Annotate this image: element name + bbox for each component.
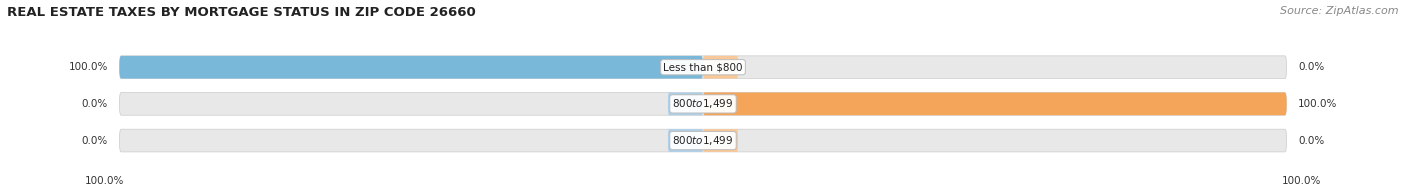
FancyBboxPatch shape (120, 129, 1286, 152)
FancyBboxPatch shape (668, 129, 703, 152)
Text: 100.0%: 100.0% (1298, 99, 1337, 109)
FancyBboxPatch shape (120, 56, 1286, 79)
Text: REAL ESTATE TAXES BY MORTGAGE STATUS IN ZIP CODE 26660: REAL ESTATE TAXES BY MORTGAGE STATUS IN … (7, 6, 475, 19)
Text: 100.0%: 100.0% (84, 176, 124, 186)
Text: 0.0%: 0.0% (82, 136, 108, 146)
Text: 0.0%: 0.0% (1298, 62, 1324, 72)
Text: 100.0%: 100.0% (69, 62, 108, 72)
Text: 0.0%: 0.0% (1298, 136, 1324, 146)
FancyBboxPatch shape (703, 93, 1286, 115)
FancyBboxPatch shape (703, 56, 738, 79)
Text: $800 to $1,499: $800 to $1,499 (672, 134, 734, 147)
Text: $800 to $1,499: $800 to $1,499 (672, 97, 734, 110)
FancyBboxPatch shape (120, 56, 703, 79)
FancyBboxPatch shape (703, 129, 738, 152)
FancyBboxPatch shape (668, 93, 703, 115)
FancyBboxPatch shape (120, 93, 1286, 115)
Text: 100.0%: 100.0% (1282, 176, 1322, 186)
Text: 0.0%: 0.0% (82, 99, 108, 109)
Text: Source: ZipAtlas.com: Source: ZipAtlas.com (1281, 6, 1399, 16)
Text: Less than $800: Less than $800 (664, 62, 742, 72)
